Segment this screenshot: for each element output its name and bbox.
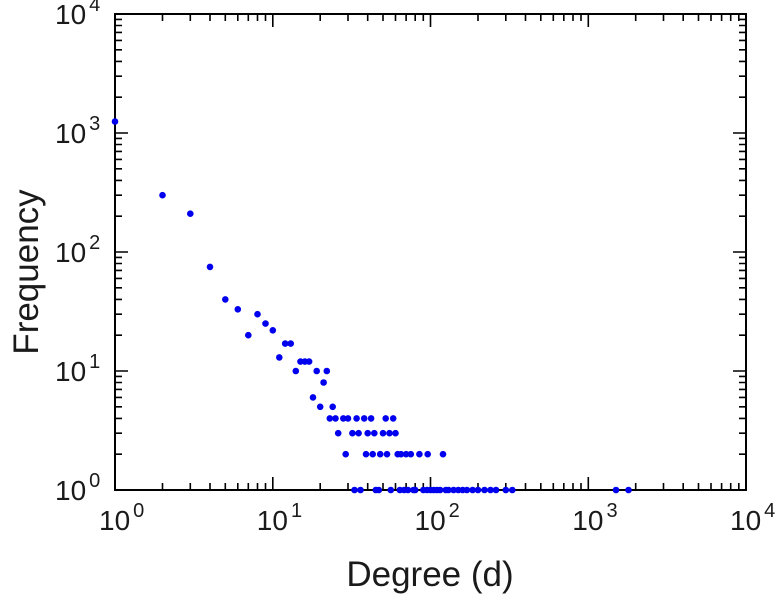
data-point bbox=[364, 429, 372, 437]
data-point bbox=[362, 450, 370, 458]
data-point bbox=[320, 379, 327, 386]
data-point bbox=[509, 486, 516, 494]
data-point bbox=[376, 450, 384, 458]
data-point bbox=[222, 296, 229, 303]
data-point bbox=[492, 486, 500, 494]
data-point bbox=[334, 429, 342, 437]
data-point bbox=[371, 429, 378, 437]
x-tick-label: 10 4 bbox=[730, 500, 775, 536]
data-point bbox=[379, 429, 387, 437]
data-point bbox=[340, 415, 347, 422]
data-point bbox=[355, 429, 362, 437]
data-point bbox=[502, 486, 510, 494]
data-point bbox=[326, 415, 334, 422]
y-tick-label: 10 1 bbox=[55, 351, 100, 387]
data-point bbox=[305, 358, 313, 365]
data-point bbox=[287, 340, 295, 347]
data-point bbox=[187, 210, 194, 217]
data-point bbox=[276, 354, 283, 361]
data-point bbox=[436, 486, 444, 494]
data-point bbox=[292, 367, 300, 375]
data-point bbox=[625, 486, 632, 494]
data-point bbox=[469, 486, 476, 494]
data-point bbox=[612, 486, 620, 494]
data-point bbox=[332, 415, 339, 422]
data-point bbox=[439, 450, 447, 458]
data-point bbox=[342, 450, 350, 458]
data-point bbox=[159, 191, 166, 199]
data-point bbox=[383, 450, 391, 458]
data-point bbox=[386, 429, 393, 437]
y-tick-label: 10 0 bbox=[55, 470, 100, 506]
data-point bbox=[397, 450, 405, 458]
data-point bbox=[481, 486, 488, 494]
data-point bbox=[262, 320, 269, 327]
data-point bbox=[206, 263, 214, 271]
data-point bbox=[281, 340, 289, 347]
data-point bbox=[353, 415, 360, 422]
x-tick-label: 10 0 bbox=[99, 500, 144, 536]
data-point bbox=[382, 415, 390, 422]
plot-frame-and-ticks: 10 0 10 1 10 2 10 3 10 4 10 0 10 1 10 2 10 3 10 4 bbox=[55, 0, 775, 536]
data-point bbox=[474, 486, 482, 494]
data-point bbox=[404, 486, 412, 494]
data-point bbox=[309, 394, 317, 401]
data-point bbox=[445, 486, 452, 494]
data-point bbox=[351, 486, 358, 494]
data-point bbox=[349, 429, 356, 437]
data-point bbox=[375, 486, 383, 494]
x-tick-label: 10 1 bbox=[257, 500, 302, 536]
data-point bbox=[367, 415, 375, 422]
data-point bbox=[392, 429, 399, 437]
data-point bbox=[316, 403, 324, 411]
data-point bbox=[387, 486, 395, 494]
data-point bbox=[254, 310, 261, 318]
x-axis-label: Degree (d) bbox=[346, 555, 513, 594]
data-point bbox=[416, 450, 423, 458]
data-point bbox=[245, 331, 252, 339]
data-point bbox=[487, 486, 494, 494]
data-point bbox=[329, 403, 337, 411]
data-point bbox=[389, 415, 397, 422]
y-axis-label: Frequency bbox=[7, 189, 46, 355]
data-point bbox=[360, 415, 368, 422]
data-point bbox=[450, 486, 457, 494]
data-point bbox=[357, 486, 364, 494]
data-point bbox=[234, 306, 242, 313]
data-point bbox=[313, 367, 321, 375]
x-tick-label: 10 2 bbox=[415, 500, 460, 536]
data-point bbox=[369, 450, 377, 458]
x-tick-label: 10 3 bbox=[572, 500, 617, 536]
data-point bbox=[323, 367, 331, 375]
data-point bbox=[111, 118, 119, 125]
data-point bbox=[424, 450, 432, 458]
data-point bbox=[269, 327, 277, 334]
data-point bbox=[407, 450, 415, 458]
y-tick-label: 10 3 bbox=[55, 113, 100, 149]
data-point bbox=[402, 450, 410, 458]
y-tick-label: 10 4 bbox=[55, 0, 100, 30]
data-point bbox=[463, 486, 471, 494]
y-tick-label: 10 2 bbox=[55, 232, 100, 268]
data-points bbox=[111, 118, 632, 494]
data-point bbox=[344, 415, 352, 422]
data-point bbox=[411, 486, 419, 494]
